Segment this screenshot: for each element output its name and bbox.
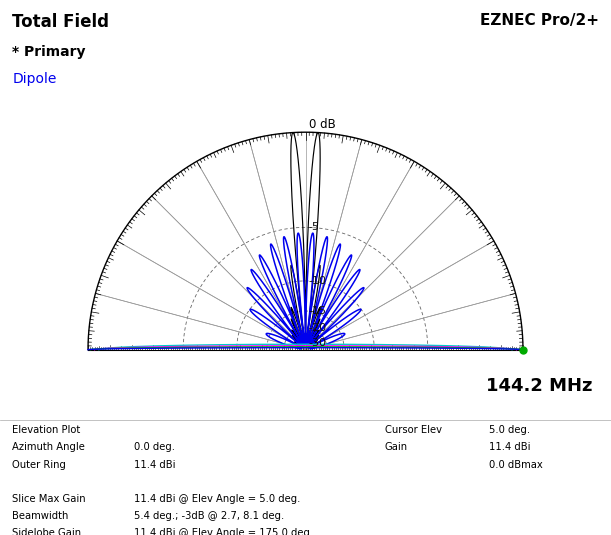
Text: Slice Max Gain: Slice Max Gain	[12, 494, 86, 504]
Text: 5.0 deg.: 5.0 deg.	[489, 425, 530, 435]
Text: Cursor Elev: Cursor Elev	[385, 425, 442, 435]
Text: -10: -10	[309, 276, 327, 286]
Text: 144.2 MHz: 144.2 MHz	[486, 377, 593, 395]
Text: Beamwidth: Beamwidth	[12, 511, 68, 521]
Text: * Primary: * Primary	[12, 45, 86, 59]
Text: Outer Ring: Outer Ring	[12, 460, 66, 470]
Text: Dipole: Dipole	[12, 72, 57, 86]
Text: Azimuth Angle: Azimuth Angle	[12, 442, 85, 453]
Text: 0 dB: 0 dB	[309, 118, 335, 131]
Text: -20: -20	[309, 323, 327, 333]
Text: Elevation Plot: Elevation Plot	[12, 425, 81, 435]
Text: 5.4 deg.; -3dB @ 2.7, 8.1 deg.: 5.4 deg.; -3dB @ 2.7, 8.1 deg.	[134, 511, 285, 521]
Text: -15: -15	[309, 306, 327, 316]
Text: -5: -5	[309, 223, 320, 232]
Text: 11.4 dBi @ Elev Angle = 175.0 deg.: 11.4 dBi @ Elev Angle = 175.0 deg.	[134, 528, 313, 535]
Text: Sidelobe Gain: Sidelobe Gain	[12, 528, 81, 535]
Text: Total Field: Total Field	[12, 13, 109, 32]
Text: 11.4 dBi @ Elev Angle = 5.0 deg.: 11.4 dBi @ Elev Angle = 5.0 deg.	[134, 494, 301, 504]
Text: 11.4 dBi: 11.4 dBi	[134, 460, 176, 470]
Text: Gain: Gain	[385, 442, 408, 453]
Text: 11.4 dBi: 11.4 dBi	[489, 442, 530, 453]
Text: 0.0 deg.: 0.0 deg.	[134, 442, 175, 453]
Text: EZNEC Pro/2+: EZNEC Pro/2+	[480, 13, 599, 28]
Text: -30: -30	[309, 338, 327, 348]
Text: 0.0 dBmax: 0.0 dBmax	[489, 460, 543, 470]
